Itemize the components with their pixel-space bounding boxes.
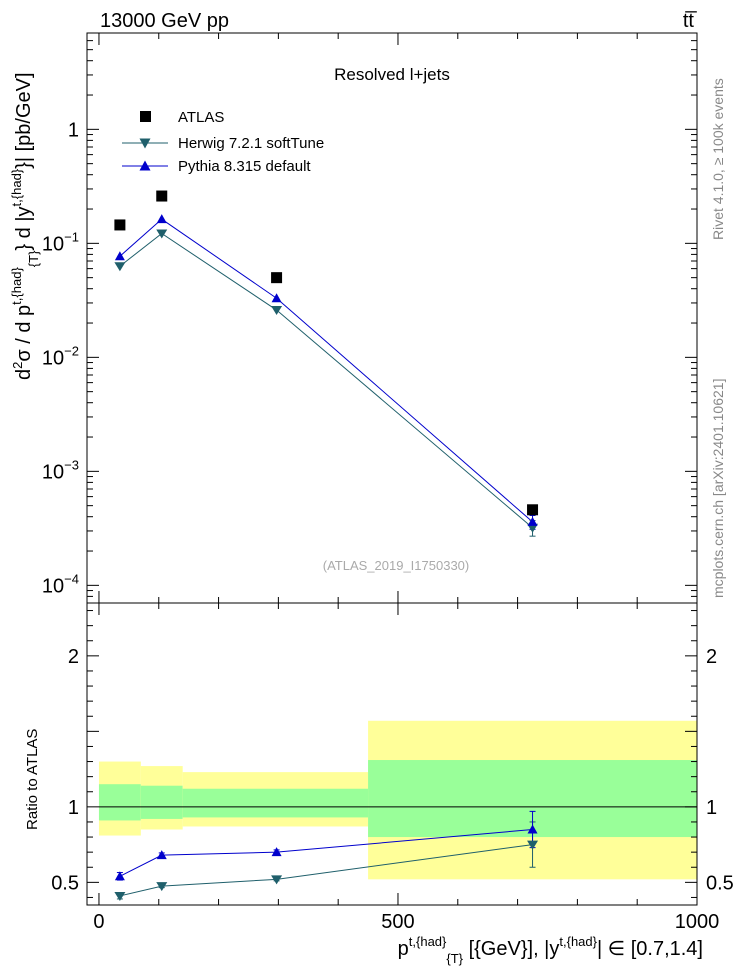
main-ytick-label: 10−3 bbox=[42, 457, 79, 483]
main-ytick-label: 10−1 bbox=[42, 229, 79, 255]
x-tick-label: 0 bbox=[93, 911, 104, 933]
atlas-point bbox=[156, 190, 168, 202]
legend: ATLAS Herwig 7.2.1 softTune Pythia 8.315… bbox=[122, 109, 324, 175]
legend-atlas-label: ATLAS bbox=[178, 109, 224, 126]
main-ytick-label: 10−4 bbox=[42, 571, 79, 597]
ratio-herwig-point bbox=[527, 840, 539, 850]
legend-herwig-label: Herwig 7.2.1 softTune bbox=[178, 135, 324, 152]
ratio-pythia-point bbox=[156, 850, 167, 860]
ratio-bands bbox=[98, 720, 697, 880]
ratio-ytick-label-right: 1 bbox=[706, 797, 717, 819]
ratio-herwig-line bbox=[119, 844, 533, 897]
analysis-watermark: (ATLAS_2019_I1750330) bbox=[323, 558, 469, 573]
main-series bbox=[114, 190, 539, 537]
ratio-ytick-label-left: 2 bbox=[68, 646, 79, 668]
ratio-ytick-label-left: 1 bbox=[68, 797, 79, 819]
pythia-point bbox=[114, 251, 125, 261]
pythia-point bbox=[527, 516, 538, 526]
ratio-frame bbox=[86, 602, 698, 906]
ratio-herwig-point bbox=[114, 891, 126, 901]
ratio-ytick-labels: 0.5 0.5 1 1 2 2 bbox=[51, 646, 734, 895]
energy-label: 13000 GeV pp bbox=[100, 10, 229, 32]
legend-pythia-marker bbox=[139, 160, 151, 171]
ratio-herwig-point bbox=[271, 875, 283, 885]
ratio-band-green bbox=[140, 785, 183, 819]
atlas-point bbox=[114, 219, 126, 231]
main-ytick-label: 1 bbox=[68, 119, 79, 141]
ratio-band-green bbox=[182, 788, 369, 818]
herwig-point bbox=[114, 262, 126, 272]
main-ticks bbox=[87, 32, 698, 604]
ratio-pythia-line bbox=[119, 829, 533, 877]
process-label: tt̅ bbox=[683, 10, 697, 32]
ratio-pythia-point bbox=[271, 847, 282, 857]
herwig-line bbox=[119, 232, 533, 529]
x-tick-label: 1000 bbox=[675, 911, 720, 933]
main-ytick-label: 10−2 bbox=[42, 343, 79, 369]
ratio-series bbox=[114, 810, 539, 901]
legend-herwig-marker bbox=[139, 138, 151, 149]
ratio-ticks bbox=[87, 603, 698, 905]
pythia-line bbox=[119, 218, 533, 523]
herwig-point bbox=[271, 306, 283, 316]
mcplots-label: mcplots.cern.ch [arXiv:2401.10621] bbox=[710, 379, 726, 598]
main-y-axis-label: d2σ / d pt,{had}{T}} d |yt,{had}}| [pb/G… bbox=[9, 72, 41, 380]
legend-atlas-marker bbox=[140, 111, 151, 122]
rivet-label: Rivet 4.1.0, ≥ 100k events bbox=[710, 78, 726, 240]
ratio-ytick-label-right: 2 bbox=[706, 646, 717, 668]
atlas-point bbox=[527, 504, 539, 516]
main-panel: Resolved l+jets (ATLAS_2019_I1750330) d2… bbox=[9, 32, 698, 604]
pythia-point bbox=[271, 293, 282, 303]
ratio-pythia-point bbox=[527, 824, 538, 834]
herwig-point bbox=[527, 523, 539, 533]
legend-pythia-label: Pythia 8.315 default bbox=[178, 158, 311, 175]
x-tick-label: 500 bbox=[381, 911, 414, 933]
x-tick-labels: 0 500 1000 bbox=[93, 911, 719, 933]
ratio-ytick-label-right: 0.5 bbox=[706, 872, 734, 894]
ratio-pythia-point bbox=[114, 871, 125, 881]
atlas-point bbox=[271, 272, 283, 284]
ratio-herwig-point bbox=[156, 882, 168, 892]
herwig-point bbox=[156, 229, 168, 239]
ratio-y-axis-label: Ratio to ATLAS bbox=[24, 729, 41, 830]
x-axis-label: pt,{had}{T} [{GeV}], |yt,{had}| ∈ [0.7,1… bbox=[398, 934, 703, 966]
ratio-ytick-label-left: 0.5 bbox=[51, 872, 79, 894]
main-ytick-labels: 1 10−1 10−2 10−3 10−4 bbox=[42, 119, 79, 597]
ratio-band-green bbox=[98, 784, 141, 821]
ratio-panel: 0.5 0.5 1 1 2 2 0 500 1000 Ratio to ATLAS pt,{h… bbox=[24, 602, 734, 966]
main-title: Resolved l+jets bbox=[334, 65, 450, 84]
pythia-point bbox=[156, 214, 167, 224]
